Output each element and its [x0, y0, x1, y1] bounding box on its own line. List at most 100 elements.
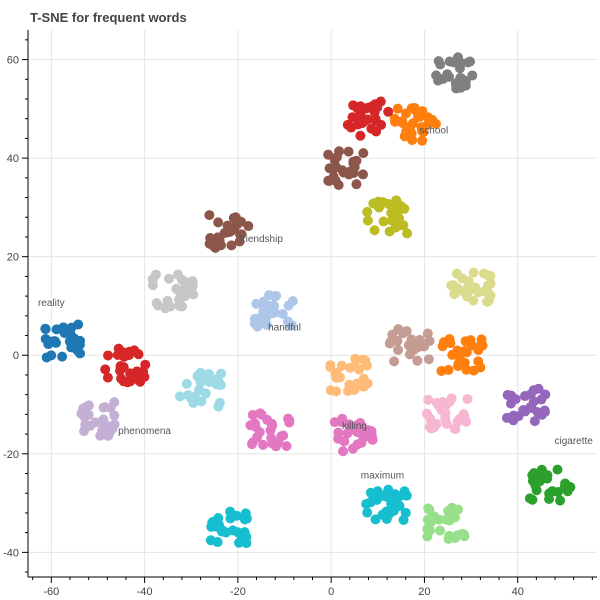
data-point: [505, 398, 516, 409]
data-point: [336, 360, 347, 371]
data-point: [383, 106, 394, 117]
data-point: [179, 276, 190, 287]
data-point: [451, 83, 462, 94]
data-point: [192, 371, 203, 382]
data-point: [100, 364, 111, 375]
data-point: [371, 494, 382, 505]
data-point: [552, 464, 563, 475]
data-point: [362, 114, 373, 125]
data-point: [214, 235, 225, 246]
data-point: [264, 289, 275, 300]
data-point: [163, 273, 174, 284]
data-point: [479, 286, 490, 297]
data-point: [462, 283, 473, 294]
data-point: [181, 378, 192, 389]
data-point: [508, 410, 519, 421]
data-point: [423, 523, 434, 534]
data-point: [437, 341, 448, 352]
word-label: handful: [268, 323, 301, 334]
data-point: [73, 319, 84, 330]
data-point: [243, 221, 254, 232]
data-point: [452, 361, 463, 372]
data-point: [95, 430, 106, 441]
data-point: [282, 316, 293, 327]
data-point: [400, 108, 411, 119]
data-point: [532, 407, 543, 418]
data-point: [109, 397, 120, 408]
data-point: [364, 102, 375, 113]
data-point: [83, 400, 94, 411]
y-tick-label: 0: [13, 350, 19, 362]
data-point: [422, 531, 433, 542]
data-point: [239, 514, 250, 525]
data-point: [378, 216, 389, 227]
word-label: cigarette: [555, 436, 594, 447]
data-point: [205, 535, 216, 546]
data-point: [412, 355, 423, 366]
data-point: [448, 57, 459, 68]
data-point: [442, 69, 453, 80]
data-point: [355, 130, 366, 141]
x-tick-label: -40: [137, 586, 153, 598]
data-point: [397, 116, 408, 127]
data-point: [173, 269, 184, 280]
data-point: [440, 401, 451, 412]
data-point: [393, 344, 404, 355]
data-point: [451, 287, 462, 298]
data-point: [349, 361, 360, 372]
data-point: [333, 427, 344, 438]
data-point: [389, 356, 400, 367]
data-point: [214, 397, 225, 408]
data-point: [506, 390, 517, 401]
data-point: [355, 417, 366, 428]
data-point: [422, 328, 433, 339]
data-point: [65, 329, 76, 340]
word-label: killing: [342, 421, 367, 432]
data-point: [397, 490, 408, 501]
data-point: [266, 433, 277, 444]
data-point: [325, 362, 336, 373]
data-point: [323, 149, 334, 160]
data-point: [461, 347, 472, 358]
data-point: [350, 353, 361, 364]
data-point: [362, 507, 373, 518]
data-point: [266, 418, 277, 429]
data-point: [395, 201, 406, 212]
data-point: [444, 530, 455, 541]
data-point: [536, 394, 547, 405]
data-point: [231, 219, 242, 230]
data-point: [528, 396, 539, 407]
data-point: [284, 417, 295, 428]
word-label: maximum: [361, 470, 404, 481]
x-tick-label: 20: [418, 586, 430, 598]
data-point: [455, 72, 466, 83]
data-point: [41, 352, 52, 363]
data-point: [384, 338, 395, 349]
data-point: [256, 409, 267, 420]
data-point: [331, 151, 342, 162]
data-point: [135, 376, 146, 387]
data-point: [356, 437, 367, 448]
data-point: [324, 163, 335, 174]
data-point: [529, 416, 540, 427]
data-point: [338, 446, 349, 457]
data-point: [343, 146, 354, 157]
data-point: [204, 376, 215, 387]
data-point: [250, 421, 261, 432]
data-point: [109, 419, 120, 430]
data-point: [366, 123, 377, 134]
data-point: [330, 175, 341, 186]
x-tick-label: -20: [230, 586, 246, 598]
data-point: [444, 334, 455, 345]
data-point: [433, 75, 444, 86]
data-point: [216, 368, 227, 379]
data-point: [429, 422, 440, 433]
x-tick-label: 0: [328, 586, 334, 598]
data-point: [366, 426, 377, 437]
data-point: [449, 512, 460, 523]
data-point: [369, 225, 380, 236]
y-tick-label: 60: [7, 55, 19, 67]
data-point: [464, 56, 475, 67]
data-point: [102, 372, 113, 383]
data-point: [362, 215, 373, 226]
